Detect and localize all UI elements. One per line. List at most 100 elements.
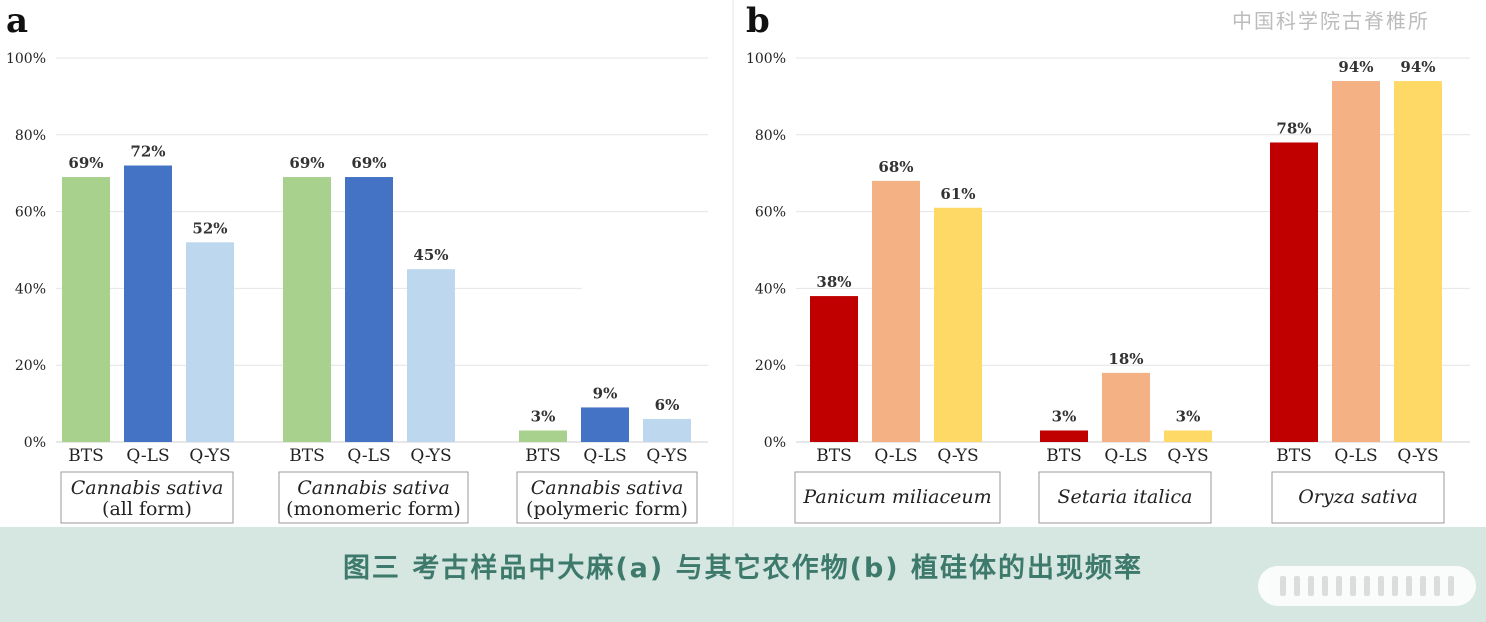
group-label: Setaria italica	[1058, 486, 1193, 508]
y-tick-label: 100%	[746, 51, 786, 67]
watermark: 中国科学院古脊椎所	[1232, 9, 1430, 33]
group-label: Oryza sativa	[1298, 486, 1418, 508]
pill-bar	[1280, 576, 1286, 596]
bar	[1102, 372, 1150, 442]
panel-a-chart: 0% 20% 40% 60% 80% 100% 69% BTS 72% Q-LS 52% Q-YS Ca…	[6, 51, 708, 524]
figure-caption: 图三 考古样品中大麻(a) 与其它农作物(b) 植硅体的出现频率	[342, 553, 1144, 584]
pill-bar	[1420, 576, 1426, 596]
bar	[186, 242, 234, 442]
bar	[519, 430, 567, 442]
bar-value-label: 6%	[655, 396, 680, 414]
bar	[1332, 81, 1380, 442]
group-label-box	[1271, 471, 1445, 524]
bar-value-label: 78%	[1276, 119, 1311, 137]
x-category-label: Q-LS	[583, 446, 626, 466]
x-category-label: Q-LS	[347, 446, 390, 466]
y-tick-label: 100%	[6, 51, 46, 67]
x-category-label: Q-LS	[1334, 446, 1377, 466]
x-category-label: Q-LS	[126, 446, 169, 466]
bar-value-label: 9%	[593, 384, 618, 402]
group-sublabel: (polymeric form)	[526, 498, 688, 520]
y-tick-label: 60%	[755, 205, 786, 221]
group-label: Cannabis sativa	[531, 477, 684, 499]
pill-bar	[1448, 576, 1454, 596]
y-tick-label: 0%	[24, 435, 46, 451]
bar	[581, 407, 629, 442]
group-label-box	[278, 471, 469, 524]
pill-bar	[1336, 576, 1342, 596]
x-category-label: Q-YS	[189, 446, 230, 466]
bar	[643, 418, 691, 442]
group-label-box	[1038, 471, 1212, 524]
bar	[1040, 430, 1088, 442]
pill-bar	[1406, 576, 1412, 596]
x-category-label: BTS	[816, 446, 851, 466]
bar-value-label: 72%	[130, 143, 165, 161]
y-tick-label: 80%	[755, 128, 786, 144]
bar-value-label: 94%	[1400, 58, 1435, 76]
bar-value-label: 61%	[940, 185, 975, 203]
bar	[1164, 430, 1212, 442]
pill-bar	[1322, 576, 1328, 596]
bar	[345, 177, 393, 443]
pill-bar	[1378, 576, 1384, 596]
group-label: Cannabis sativa	[297, 477, 450, 499]
bar-value-label: 69%	[351, 154, 386, 172]
bar-value-label: 3%	[1176, 407, 1201, 425]
group-sublabel: (all form)	[102, 498, 192, 520]
x-category-label: BTS	[525, 446, 560, 466]
pill-bar	[1434, 576, 1440, 596]
bar	[124, 165, 172, 442]
x-category-label: BTS	[68, 446, 103, 466]
x-category-label: Q-YS	[410, 446, 451, 466]
bar	[1394, 81, 1442, 442]
bar-value-label: 38%	[816, 273, 851, 291]
group-label: Panicum miliaceum	[802, 486, 991, 508]
bar	[872, 180, 920, 442]
x-category-label: Q-LS	[1104, 446, 1147, 466]
group-label-box	[794, 471, 1001, 524]
bar	[810, 296, 858, 442]
x-category-label: Q-YS	[1397, 446, 1438, 466]
panel-b-letter: b	[746, 1, 770, 41]
pill-bar	[1294, 576, 1300, 596]
bar	[1270, 142, 1318, 443]
bar-value-label: 3%	[531, 407, 556, 425]
pill-bar	[1392, 576, 1398, 596]
x-category-label: Q-YS	[1167, 446, 1208, 466]
group-label-box	[516, 471, 698, 524]
group-label-box	[60, 471, 234, 524]
bar	[283, 177, 331, 443]
x-category-label: Q-YS	[937, 446, 978, 466]
x-category-label: BTS	[1276, 446, 1311, 466]
x-category-label: Q-YS	[646, 446, 687, 466]
bar	[407, 269, 455, 442]
pill-bar	[1350, 576, 1356, 596]
bar-value-label: 18%	[1108, 350, 1143, 368]
figure-background	[0, 0, 1486, 527]
y-tick-label: 60%	[15, 205, 46, 221]
x-category-label: BTS	[1046, 446, 1081, 466]
bar-value-label: 69%	[289, 154, 324, 172]
bar-value-label: 68%	[878, 158, 913, 176]
pill-bar	[1308, 576, 1314, 596]
bar-value-label: 3%	[1052, 407, 1077, 425]
bar-value-label: 94%	[1338, 58, 1373, 76]
panel-a-letter: a	[6, 1, 28, 41]
y-tick-label: 40%	[755, 281, 786, 297]
bar	[934, 207, 982, 442]
y-tick-label: 20%	[15, 358, 46, 374]
pill-bar	[1364, 576, 1370, 596]
y-tick-label: 80%	[15, 128, 46, 144]
bar-value-label: 45%	[413, 246, 448, 264]
image-viewer-pill	[1258, 566, 1476, 606]
group-label: Cannabis sativa	[71, 477, 224, 499]
caption-bar	[0, 527, 1486, 622]
x-category-label: Q-LS	[874, 446, 917, 466]
y-tick-label: 0%	[764, 435, 786, 451]
bar	[62, 177, 110, 443]
x-category-label: BTS	[289, 446, 324, 466]
panel-b-chart: 0% 20% 40% 60% 80% 100% 38% BTS 68% Q-LS 61% Q-YS Pa…	[746, 51, 1470, 524]
y-tick-label: 40%	[15, 281, 46, 297]
